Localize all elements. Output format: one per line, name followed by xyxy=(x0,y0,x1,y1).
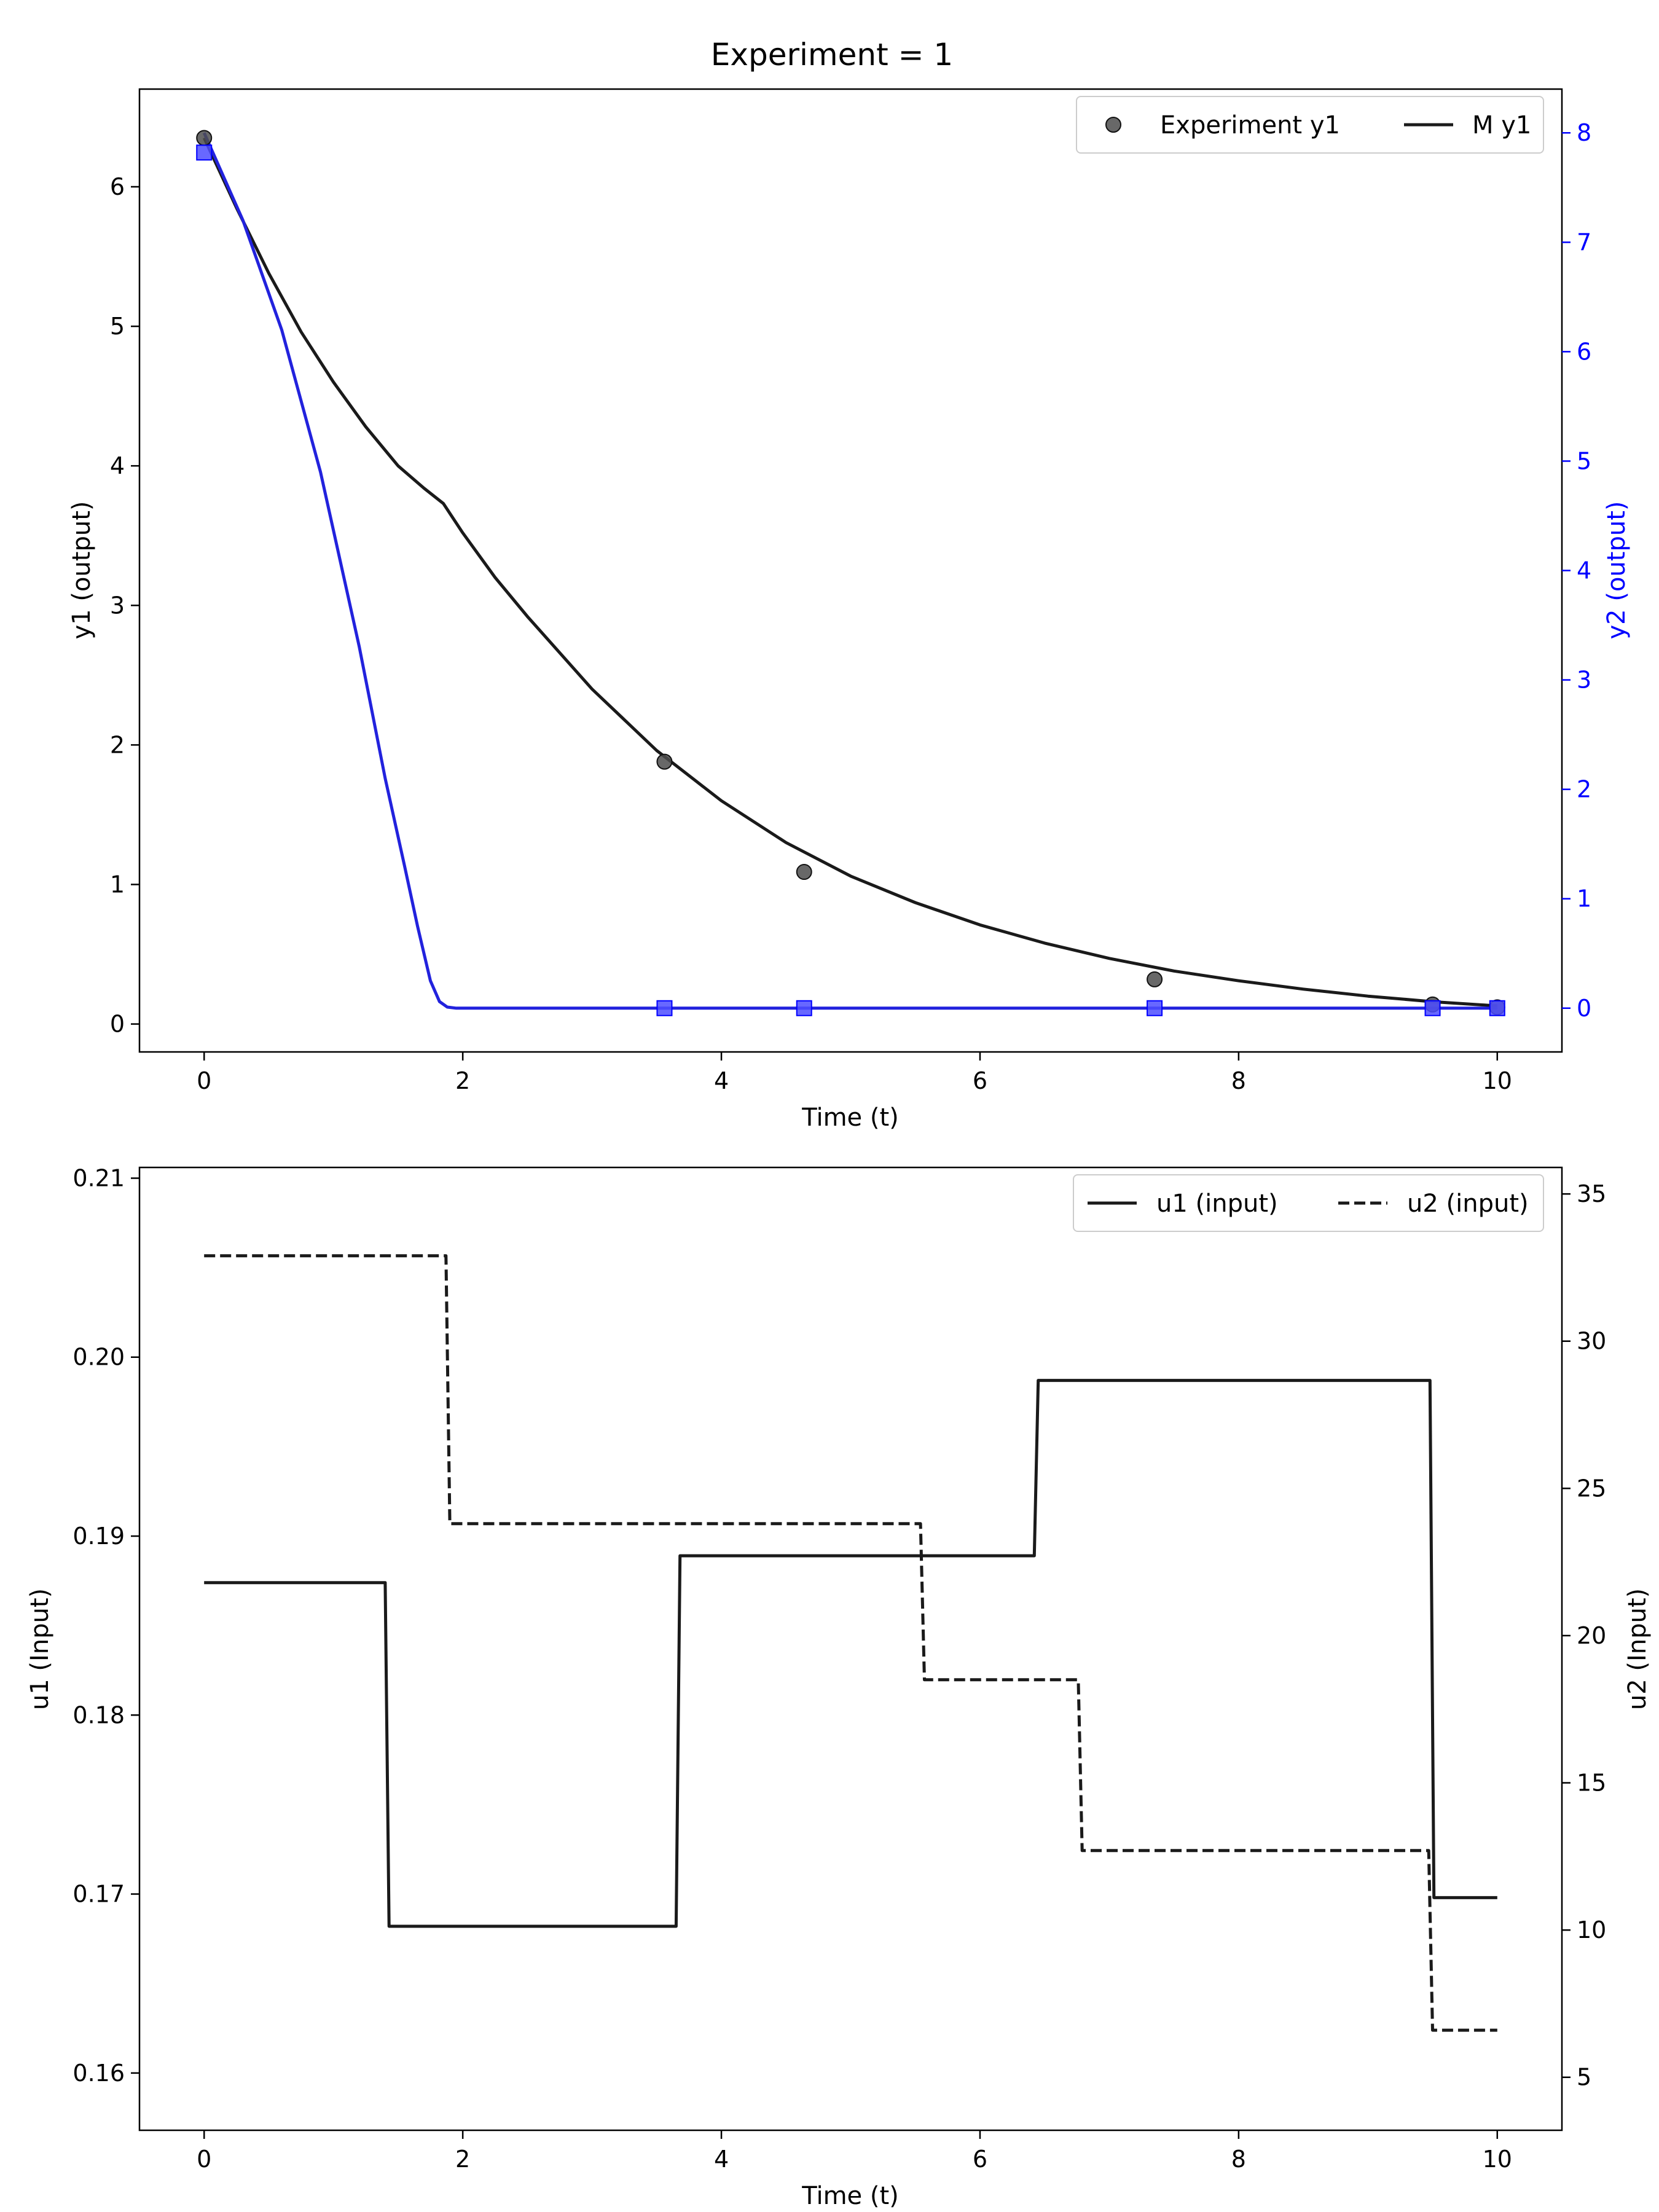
y-tick-label: 0.20 xyxy=(73,1344,125,1371)
y-tick-label: 4 xyxy=(110,452,125,479)
experiment-y2-point xyxy=(196,144,213,161)
experiment-y1-point xyxy=(656,753,673,770)
y2-tick-label: 25 xyxy=(1577,1475,1606,1502)
y-tick-label: 3 xyxy=(110,592,125,619)
y-tick-label: 0 xyxy=(110,1011,125,1038)
y-tick-label: 1 xyxy=(110,871,125,898)
x-tick-label: 4 xyxy=(714,1067,729,1094)
y-tick-label: 0.18 xyxy=(73,1701,125,1728)
y2-tick-label: 0 xyxy=(1577,995,1591,1022)
y2-tick-label: 20 xyxy=(1577,1622,1606,1649)
legend-label: u1 (input) xyxy=(1156,1190,1278,1218)
y2-tick-label: 10 xyxy=(1577,1916,1606,1943)
x-tick-label: 4 xyxy=(714,2146,729,2173)
y-tick-label: 0.16 xyxy=(73,2060,125,2087)
y-tick-label: 0.19 xyxy=(73,1523,125,1550)
x-tick-label: 0 xyxy=(197,2146,211,2173)
experiment-y2-point xyxy=(1147,1000,1163,1016)
x-tick-label: 2 xyxy=(455,2146,470,2173)
legend-label: u2 (input) xyxy=(1407,1190,1529,1218)
y-tick-label: 6 xyxy=(110,173,125,200)
y2-tick-label: 3 xyxy=(1577,667,1591,694)
experiment-y1-point xyxy=(1147,971,1163,987)
x-tick-label: 8 xyxy=(1231,1067,1246,1094)
experiment-y1-point xyxy=(796,864,812,880)
y2-tick-label: 5 xyxy=(1577,2064,1591,2091)
u2-input-line xyxy=(204,1254,1497,2032)
input-u1-axis-label: u1 (Input) xyxy=(26,1588,54,1710)
input-x-axis-label: Time (t) xyxy=(801,2182,899,2210)
legend-label: M y1 xyxy=(1472,111,1531,139)
y2-tick-label: 7 xyxy=(1577,229,1591,256)
y2-tick-label: 15 xyxy=(1577,1770,1606,1797)
experiment-y1-point xyxy=(196,130,213,146)
x-tick-label: 10 xyxy=(1483,2146,1512,2173)
legend-box xyxy=(1076,96,1544,154)
input-plot-frame xyxy=(138,1166,1563,2132)
legend-box xyxy=(1073,1174,1544,1232)
y2-tick-label: 6 xyxy=(1577,338,1591,365)
y-tick-label: 2 xyxy=(110,731,125,758)
x-tick-label: 2 xyxy=(455,1067,470,1094)
y-tick-label: 0.17 xyxy=(73,1881,125,1908)
legend-marker-experiment xyxy=(1105,117,1121,133)
x-tick-label: 10 xyxy=(1483,1067,1512,1094)
u1-input-line xyxy=(204,1379,1497,1928)
experiment-y2-point xyxy=(796,1000,812,1016)
x-tick-label: 6 xyxy=(973,2146,987,2173)
x-tick-label: 8 xyxy=(1231,2146,1246,2173)
y2-tick-label: 2 xyxy=(1577,776,1591,803)
y2-tick-label: 4 xyxy=(1577,557,1591,584)
output-x-axis-label: Time (t) xyxy=(801,1104,899,1132)
y2-tick-label: 5 xyxy=(1577,447,1591,474)
x-tick-label: 6 xyxy=(973,1067,987,1094)
output-panel: 0 2 4 6 8 10 0 1 2 3 4 5 6 0 1 2 3 4 5 6 7 8 Time (t) y1 (out… xyxy=(68,88,1631,1132)
output-y2-axis-label: y2 (output) xyxy=(1602,501,1631,640)
model-y1-line xyxy=(202,137,1497,1008)
figure-title: Experiment = 1 xyxy=(711,37,953,73)
output-y1-axis-label: y1 (output) xyxy=(68,501,96,640)
y2-tick-label: 30 xyxy=(1577,1328,1606,1355)
input-panel: 0 2 4 6 8 10 0.16 0.17 0.18 0.19 0.20 0.21 5 10 15 20 25… xyxy=(26,1164,1652,2210)
experiment-y2-point xyxy=(1424,1000,1441,1016)
y-tick-label: 5 xyxy=(110,313,125,340)
y2-tick-label: 35 xyxy=(1577,1180,1606,1207)
experiment-y2-point xyxy=(1489,1000,1505,1016)
y2-tick-label: 8 xyxy=(1577,119,1591,146)
legend-label: Experiment y1 xyxy=(1160,111,1340,139)
y-tick-label: 0.21 xyxy=(73,1164,125,1191)
input-u2-axis-label: u2 (Input) xyxy=(1623,1588,1652,1710)
experiment-y2-point xyxy=(656,1000,673,1016)
y2-tick-label: 1 xyxy=(1577,885,1591,912)
x-tick-label: 0 xyxy=(197,1067,211,1094)
